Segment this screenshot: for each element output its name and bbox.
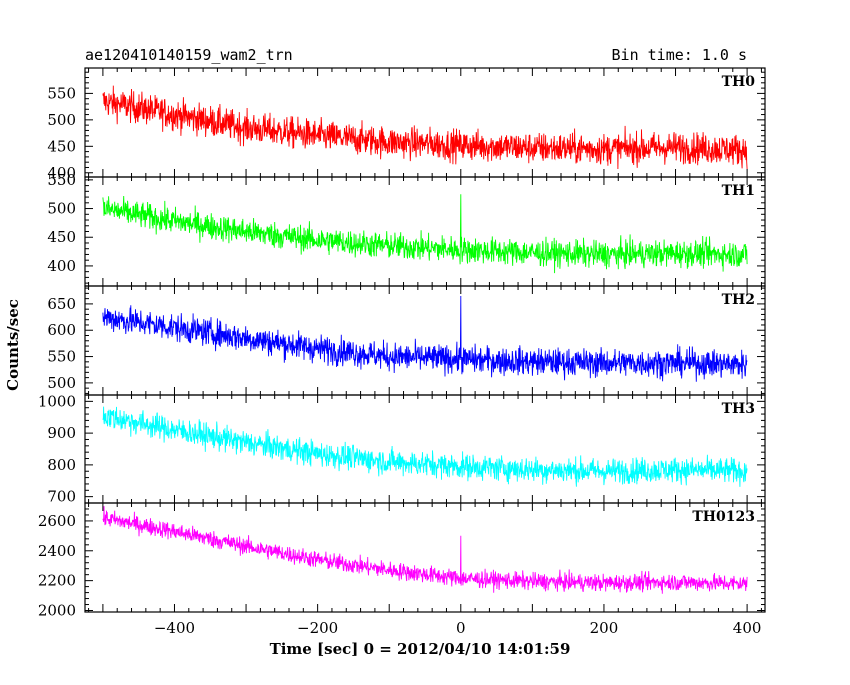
panels-group: TH0 400 450 500 550 TH1 400 450 500 550 TH2 500 550 6… <box>38 67 766 637</box>
y-tick-label: 550 <box>47 171 76 189</box>
y-tick-label: 900 <box>47 424 76 442</box>
y-tick-label: 1000 <box>38 392 76 410</box>
panel-label-th3: TH3 <box>722 401 755 417</box>
y-tick-label: 2000 <box>38 602 76 620</box>
y-tick-label: 550 <box>47 348 76 366</box>
bin-time-label: Bin time: 1.0 s <box>612 46 747 64</box>
series-line-th1 <box>102 194 748 274</box>
y-tick-label: 450 <box>47 228 76 246</box>
x-tick-label: 0 <box>456 619 466 637</box>
x-tick-label: 400 <box>733 619 762 637</box>
panel-frame-th1 <box>84 176 766 287</box>
x-tick-label: −400 <box>154 619 195 637</box>
panel-label-th0: TH0 <box>722 74 756 90</box>
y-tick-label: 650 <box>47 295 76 313</box>
series-line-th3 <box>102 406 748 487</box>
y-tick-label: 700 <box>47 488 76 506</box>
y-tick-label: 2200 <box>38 572 76 590</box>
series-line-th0 <box>102 85 748 170</box>
panel-th2: TH2 500 550 600 650 <box>47 285 766 396</box>
y-tick-label: 2400 <box>38 542 76 560</box>
panel-frame-th3 <box>84 394 766 504</box>
x-tick-label: 200 <box>590 619 619 637</box>
y-tick-label: 500 <box>47 111 76 129</box>
panel-th0: TH0 400 450 500 550 <box>47 67 766 182</box>
panel-th3: TH3 700 800 900 1000 <box>38 392 766 506</box>
x-axis-title: Time [sec] 0 = 2012/04/10 14:01:59 <box>270 640 571 658</box>
y-tick-label: 400 <box>47 257 76 275</box>
y-tick-label: 450 <box>47 137 76 155</box>
panel-label-th0123: TH0123 <box>692 509 755 525</box>
chart-title: ae120410140159_wam2_trn <box>85 46 293 64</box>
y-tick-label: 500 <box>47 374 76 392</box>
panel-frame-th0123 <box>84 502 766 613</box>
series-line-th0123 <box>102 506 748 594</box>
panel-label-th1: TH1 <box>722 183 755 199</box>
panel-th1: TH1 400 450 500 550 <box>47 171 766 287</box>
panel-label-th2: TH2 <box>722 292 755 308</box>
series-line-th2 <box>102 295 748 382</box>
panel-th0123: TH0123 2000 2200 2400 2600 <box>38 502 766 620</box>
y-tick-label: 500 <box>47 200 76 218</box>
y-axis-title: Counts/sec <box>4 299 22 391</box>
y-tick-label: 400 <box>47 164 76 182</box>
y-tick-label: 600 <box>47 321 76 339</box>
y-tick-label: 550 <box>47 84 76 102</box>
y-tick-label: 2600 <box>38 512 76 530</box>
panel-frame-th0 <box>84 67 766 178</box>
x-tick-label: −200 <box>297 619 338 637</box>
y-tick-label: 800 <box>47 456 76 474</box>
